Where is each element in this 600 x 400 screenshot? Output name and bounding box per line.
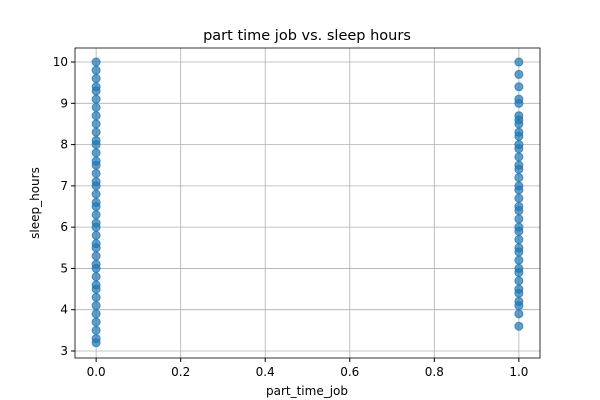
point bbox=[514, 152, 524, 162]
point bbox=[91, 197, 101, 207]
y-tick-label: 6 bbox=[60, 220, 68, 234]
point bbox=[514, 57, 524, 67]
point bbox=[91, 272, 101, 282]
y-tick-label: 9 bbox=[60, 96, 68, 110]
point bbox=[91, 301, 101, 311]
point bbox=[91, 189, 101, 199]
point bbox=[514, 111, 524, 121]
point bbox=[91, 218, 101, 228]
point bbox=[514, 140, 524, 150]
y-tick-label: 8 bbox=[60, 138, 68, 152]
point bbox=[91, 251, 101, 261]
y-tick-label: 3 bbox=[60, 344, 68, 358]
point bbox=[91, 292, 101, 302]
point bbox=[514, 94, 524, 104]
point bbox=[91, 148, 101, 158]
point bbox=[514, 202, 524, 212]
y-tick-label: 5 bbox=[60, 261, 68, 275]
y-axis-label: sleep_hours bbox=[28, 167, 42, 239]
x-tick-label: 0.4 bbox=[256, 365, 275, 379]
x-tick-label: 0.6 bbox=[340, 365, 359, 379]
point bbox=[91, 168, 101, 178]
x-tick-label: 0.8 bbox=[425, 365, 444, 379]
point bbox=[514, 173, 524, 183]
point bbox=[91, 57, 101, 67]
point bbox=[91, 239, 101, 249]
point bbox=[91, 111, 101, 121]
point bbox=[91, 210, 101, 220]
point bbox=[91, 82, 101, 92]
point bbox=[91, 280, 101, 290]
point bbox=[514, 69, 524, 79]
point bbox=[514, 193, 524, 203]
point bbox=[514, 243, 524, 253]
y-tick-label: 4 bbox=[60, 303, 68, 317]
point bbox=[514, 181, 524, 191]
chart-title: part time job vs. sleep hours bbox=[203, 28, 411, 44]
point bbox=[514, 321, 524, 331]
point bbox=[514, 255, 524, 265]
point bbox=[514, 127, 524, 137]
point bbox=[514, 235, 524, 245]
point bbox=[91, 317, 101, 327]
point bbox=[91, 177, 101, 187]
point bbox=[91, 309, 101, 319]
point bbox=[91, 119, 101, 129]
point bbox=[514, 296, 524, 306]
point bbox=[514, 284, 524, 294]
point bbox=[91, 74, 101, 84]
x-tick-label: 0.2 bbox=[171, 365, 190, 379]
point bbox=[91, 156, 101, 166]
point bbox=[91, 259, 101, 269]
point bbox=[514, 160, 524, 170]
point bbox=[514, 276, 524, 286]
point bbox=[91, 334, 101, 344]
point bbox=[91, 325, 101, 335]
point bbox=[514, 214, 524, 224]
x-tick-label: 0.0 bbox=[87, 365, 106, 379]
y-tick-label: 7 bbox=[60, 179, 68, 193]
x-tick-label: 1.0 bbox=[509, 365, 528, 379]
point bbox=[91, 230, 101, 240]
point bbox=[91, 94, 101, 104]
y-tick-label: 10 bbox=[53, 55, 68, 69]
point bbox=[91, 65, 101, 75]
point bbox=[514, 263, 524, 273]
point bbox=[91, 135, 101, 145]
point bbox=[514, 309, 524, 319]
x-axis-label: part_time_job bbox=[266, 384, 348, 398]
point bbox=[514, 222, 524, 232]
point bbox=[91, 127, 101, 137]
point bbox=[514, 82, 524, 92]
plot-frame bbox=[74, 47, 541, 359]
point bbox=[91, 102, 101, 112]
